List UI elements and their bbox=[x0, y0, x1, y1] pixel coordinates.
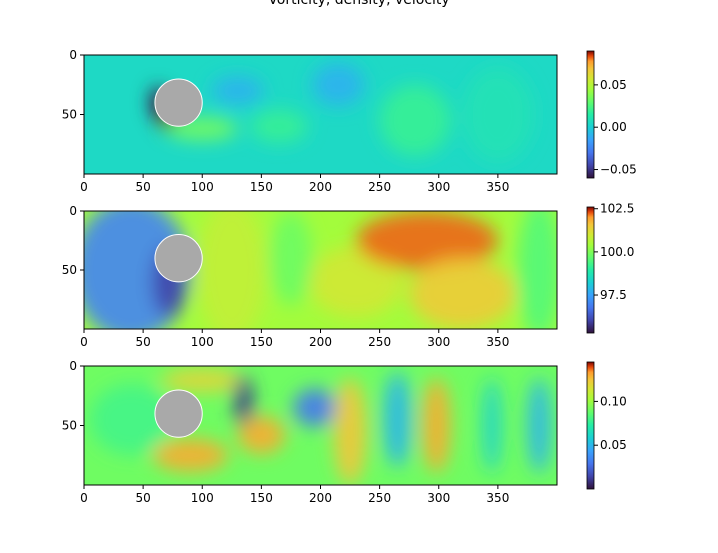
x-tick-label: 150 bbox=[250, 491, 273, 505]
x-tick-label: 250 bbox=[368, 180, 391, 194]
heatmap-feature bbox=[234, 375, 254, 428]
heatmap-feature bbox=[237, 415, 286, 455]
panel-velocity: 0 50 100 150 200 250 300 350 0 50 0.10 0.05 bbox=[62, 359, 627, 505]
x-tick-label: 50 bbox=[135, 335, 150, 349]
heatmap-feature bbox=[527, 377, 552, 474]
colorbar-vorticity bbox=[586, 50, 595, 179]
y-tick-label: 50 bbox=[62, 263, 77, 277]
colorbar-tick-label: 0.05 bbox=[600, 438, 627, 452]
x-tick-label: 50 bbox=[135, 491, 150, 505]
heatmap-feature bbox=[308, 246, 404, 318]
x-tick-label: 300 bbox=[427, 335, 450, 349]
x-tick-label: 250 bbox=[368, 335, 391, 349]
heatmap-feature bbox=[196, 211, 268, 329]
heatmap-feature bbox=[250, 109, 308, 144]
heatmap-feature bbox=[355, 211, 498, 270]
obstacle-cylinder bbox=[154, 234, 203, 283]
colorbar-tick-label: 0.10 bbox=[600, 394, 627, 408]
y-tick-label: 50 bbox=[62, 108, 77, 122]
colorbar-velocity bbox=[586, 361, 595, 490]
x-tick-label: 350 bbox=[486, 335, 509, 349]
x-tick-label: 300 bbox=[427, 180, 450, 194]
heatmap-feature bbox=[462, 66, 534, 163]
panel-vorticity: 0 50 100 150 200 250 300 350 0 50 0.05 0.00 −0.05 bbox=[62, 48, 637, 194]
figure-title: Vorticity, density, velocity bbox=[268, 0, 450, 8]
colorbar-tick-label: 97.5 bbox=[600, 288, 627, 302]
colorbar-density bbox=[586, 206, 595, 334]
obstacle-cylinder bbox=[154, 389, 203, 438]
obstacle-cylinder bbox=[154, 78, 203, 127]
x-tick-label: 100 bbox=[191, 491, 214, 505]
x-tick-label: 350 bbox=[486, 491, 509, 505]
x-tick-label: 0 bbox=[80, 491, 88, 505]
heatmap-feature bbox=[269, 211, 313, 306]
heatmap-feature bbox=[379, 84, 451, 157]
x-tick-label: 200 bbox=[309, 335, 332, 349]
y-tick-label: 0 bbox=[69, 204, 77, 218]
x-tick-label: 100 bbox=[191, 180, 214, 194]
heatmap-feature bbox=[422, 377, 451, 474]
heatmap-feature bbox=[383, 371, 412, 468]
heatmap-feature bbox=[517, 211, 557, 329]
x-tick-label: 300 bbox=[427, 491, 450, 505]
x-tick-label: 100 bbox=[191, 335, 214, 349]
x-tick-label: 200 bbox=[309, 491, 332, 505]
x-tick-label: 200 bbox=[309, 180, 332, 194]
heatmap-feature bbox=[152, 438, 229, 472]
colorbar-tick-label: 0.00 bbox=[600, 120, 627, 134]
x-tick-label: 0 bbox=[80, 180, 88, 194]
y-tick-label: 50 bbox=[62, 419, 77, 433]
x-tick-label: 0 bbox=[80, 335, 88, 349]
heatmap-feature bbox=[312, 63, 365, 107]
heatmap-feature bbox=[160, 368, 244, 393]
x-tick-label: 350 bbox=[486, 180, 509, 194]
heatmap-feature bbox=[211, 76, 264, 105]
heatmap-feature bbox=[333, 377, 367, 485]
panel-density: 0 50 100 150 200 250 300 350 0 50 102.5 100.0 97.5 bbox=[62, 202, 635, 349]
heatmap-feature bbox=[89, 383, 173, 456]
colorbar-tick-label: −0.05 bbox=[600, 163, 637, 177]
x-tick-label: 150 bbox=[250, 180, 273, 194]
colorbar-tick-label: 102.5 bbox=[600, 202, 634, 216]
y-tick-label: 0 bbox=[69, 48, 77, 62]
x-tick-label: 50 bbox=[135, 180, 150, 194]
heatmap-feature bbox=[482, 377, 502, 474]
colorbar-tick-label: 100.0 bbox=[600, 245, 634, 259]
x-tick-label: 250 bbox=[368, 491, 391, 505]
colorbar-tick-label: 0.05 bbox=[600, 78, 627, 92]
y-tick-label: 0 bbox=[69, 359, 77, 373]
x-tick-label: 150 bbox=[250, 335, 273, 349]
heatmap-feature bbox=[409, 258, 516, 329]
heatmap-feature bbox=[293, 388, 336, 427]
